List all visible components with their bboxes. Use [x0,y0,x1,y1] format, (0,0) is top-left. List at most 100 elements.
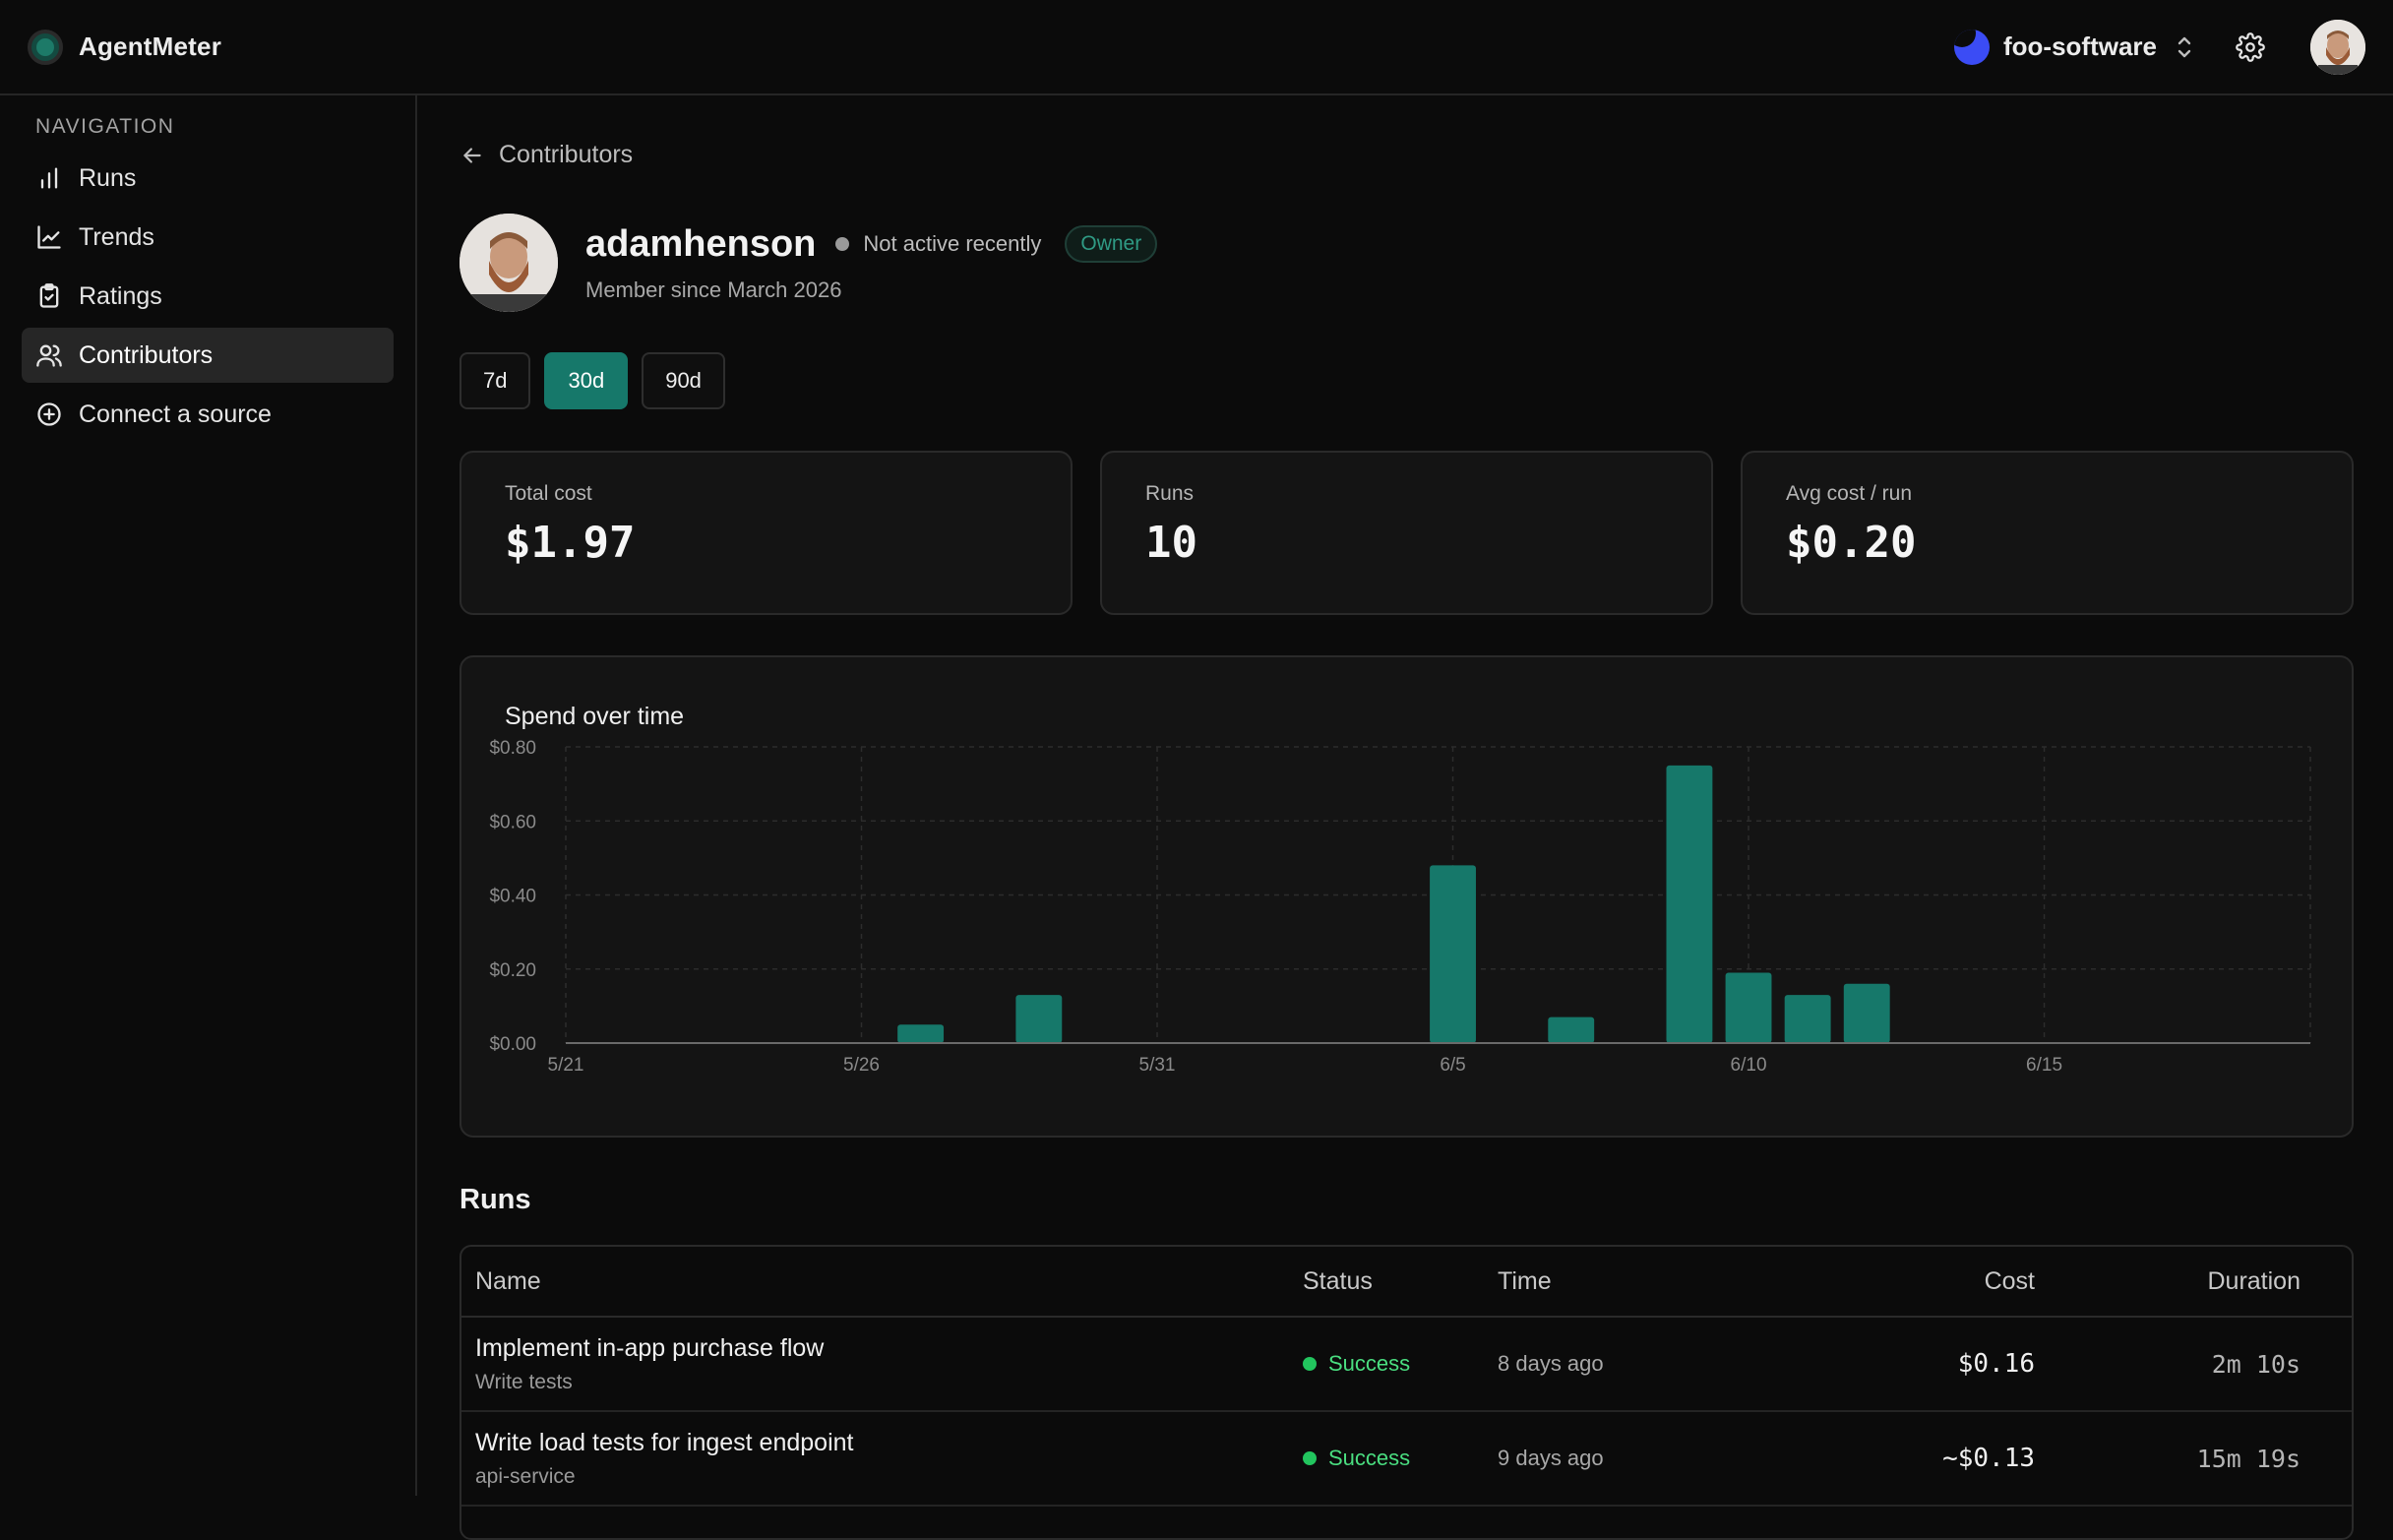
y-tick-label: $0.80 [489,738,536,759]
spend-bar-chart: $0.00 $0.20 $0.40 $0.60 $0.80 5/21 5/26 5/31 6/5… [489,738,2311,1076]
spend-bar [1725,972,1772,1043]
org-name: foo-software [2003,31,2157,61]
column-header-duration[interactable]: Duration [2207,1266,2301,1295]
sidebar-item-label: Contributors [79,340,214,369]
table-row[interactable]: Write load tests for ingest endpoint api… [461,1412,2352,1507]
main-content: Contributors adamhenson Not active recen… [419,95,2393,1540]
runs-section-title: Runs [460,1184,531,1215]
top-bar: AgentMeter foo-software [0,0,2393,95]
spend-bar [1784,995,1831,1043]
stat-card-total-cost: Total cost $1.97 [460,451,1073,615]
column-header-name[interactable]: Name [475,1266,541,1295]
chart-title: Spend over time [505,703,685,730]
stat-value: 10 [1145,518,1197,568]
runs-table: Name Status Time Cost Duration Implement… [460,1245,2354,1540]
clipboard-check-icon [39,283,59,308]
run-time: 8 days ago [1498,1351,1604,1376]
spend-bar [1666,765,1713,1043]
stats-row: Total cost $1.97 Runs 10 Avg cost / run … [460,451,2354,615]
brand[interactable]: AgentMeter [28,29,222,65]
run-name: Write load tests for ingest endpoint [475,1428,854,1456]
sidebar-item-ratings[interactable]: Ratings [22,269,394,324]
y-tick-label: $0.20 [489,960,536,981]
run-name: Implement in-app purchase flow [475,1333,825,1362]
success-dot-icon [1303,1357,1317,1371]
line-chart-icon [37,225,61,249]
nav-heading: NAVIGATION [35,115,175,138]
time-range-selector: 7d 30d 90d [460,352,725,409]
app-name: AgentMeter [79,31,222,61]
sidebar-item-runs[interactable]: Runs [22,151,394,206]
sidebar: NAVIGATION Runs Trends Ratings Contribut… [0,95,417,1496]
profile-username: adamhenson [585,222,817,265]
stat-label: Total cost [505,482,592,505]
stat-label: Avg cost / run [1786,482,1913,505]
org-moon-icon [1954,29,1990,65]
user-avatar[interactable] [2310,19,2365,75]
stat-value: $1.97 [505,518,636,568]
run-duration: 2m 10s [2211,1349,2301,1379]
profile-avatar [460,214,558,312]
run-status: Success [1303,1446,1498,1471]
column-header-status[interactable]: Status [1303,1266,1373,1295]
run-cost: ~$0.13 [1942,1444,2035,1473]
run-duration: 15m 19s [2196,1444,2301,1473]
profile-status: Not active recently [863,231,1042,256]
plus-circle-icon [37,402,61,426]
run-status: Success [1303,1351,1498,1377]
org-switcher[interactable]: foo-software [1954,29,2194,65]
stat-value: $0.20 [1786,518,1917,568]
x-tick-label: 6/5 [1440,1055,1465,1076]
sidebar-item-connect-source[interactable]: Connect a source [22,387,394,442]
x-tick-label: 6/15 [2026,1055,2062,1076]
sidebar-item-label: Ratings [79,281,162,310]
run-subtitle: Write tests [475,1370,573,1393]
spend-bar [1843,983,1890,1043]
y-tick-label: $0.00 [489,1034,536,1055]
success-dot-icon [1303,1451,1317,1465]
x-tick-label: 5/31 [1139,1055,1176,1076]
sidebar-item-label: Connect a source [79,400,272,428]
spend-bar [1015,995,1063,1043]
arrow-left-icon [463,147,481,163]
x-tick-label: 6/10 [1731,1055,1767,1076]
sidebar-item-contributors[interactable]: Contributors [22,328,394,383]
bar-chart-icon [40,167,58,189]
run-status-label: Success [1328,1351,1411,1376]
sidebar-item-label: Trends [79,222,154,251]
y-tick-label: $0.60 [489,812,536,832]
spend-bar [1430,865,1476,1043]
spend-chart-card: Spend over time $0.00 $0.20 $0.40 $0.60 $0.8… [460,655,2354,1138]
sidebar-item-label: Runs [79,163,137,192]
run-cost: $0.16 [1957,1349,2035,1379]
role-badge: Owner [1065,225,1158,263]
chevron-up-down-icon [2178,36,2191,57]
stat-label: Runs [1145,482,1195,505]
spend-bar [1548,1016,1595,1043]
back-link-label: Contributors [499,141,634,168]
run-time: 9 days ago [1498,1446,1604,1470]
range-7d-button[interactable]: 7d [460,352,531,409]
x-tick-label: 5/21 [548,1055,584,1076]
spend-bar [897,1024,945,1043]
stat-card-avg-cost: Avg cost / run $0.20 [1741,451,2354,615]
column-header-time[interactable]: Time [1498,1266,1552,1295]
table-header: Name Status Time Cost Duration [461,1247,2352,1318]
back-link[interactable]: Contributors [460,141,633,169]
member-since: Member since March 2026 [585,277,842,302]
stat-card-runs: Runs 10 [1100,451,1713,615]
range-30d-button[interactable]: 30d [544,352,629,409]
run-status-label: Success [1328,1446,1411,1470]
x-tick-label: 5/26 [843,1055,880,1076]
users-icon [36,344,62,367]
column-header-cost[interactable]: Cost [1984,1266,2035,1295]
app-logo-icon [28,29,63,65]
range-90d-button[interactable]: 90d [642,352,725,409]
run-subtitle: api-service [475,1464,576,1488]
status-dot-icon [835,237,850,251]
profile-header: adamhenson Not active recently Owner Mem… [460,214,1158,312]
sidebar-item-trends[interactable]: Trends [22,210,394,265]
gear-icon[interactable] [2236,31,2265,62]
table-row[interactable]: Implement in-app purchase flow Write tes… [461,1318,2352,1412]
y-tick-label: $0.40 [489,887,536,907]
